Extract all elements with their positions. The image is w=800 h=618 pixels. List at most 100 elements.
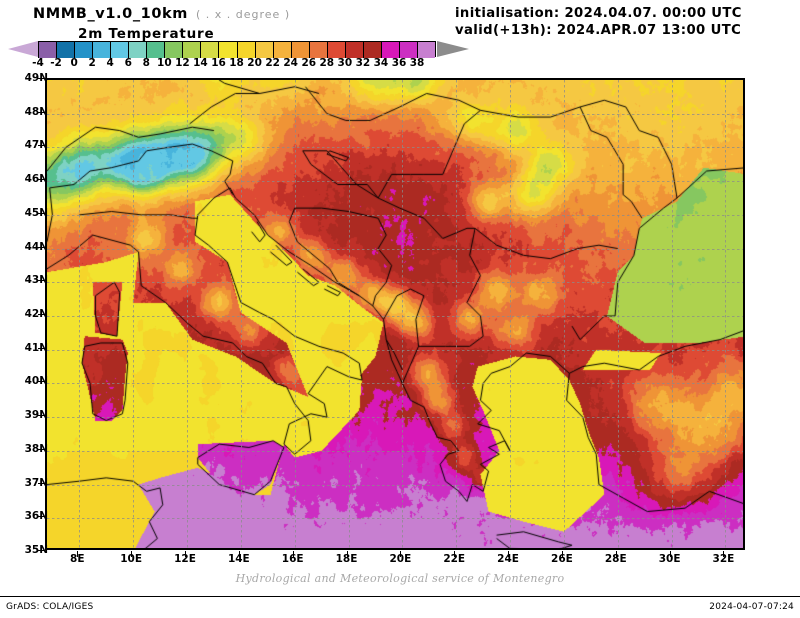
colorbar-tick-label: 32 bbox=[355, 57, 371, 69]
gridline-meridian bbox=[133, 80, 135, 548]
colorbar-tick-label: 26 bbox=[301, 57, 317, 69]
lat-axis-label: 44N bbox=[24, 240, 48, 253]
colorbar-swatch bbox=[128, 42, 147, 58]
colorbar-swatch bbox=[362, 42, 381, 58]
colorbar-tick-label: 8 bbox=[142, 57, 150, 69]
lon-tick bbox=[77, 551, 79, 557]
gridline-parallel bbox=[47, 147, 743, 149]
lon-axis-label: 8E bbox=[70, 553, 85, 565]
footer-bar: GrADS: COLA/IGES 2024-04-07-07:24 bbox=[0, 596, 800, 618]
gridline-parallel bbox=[47, 248, 743, 250]
lon-tick bbox=[400, 551, 402, 557]
lat-tick bbox=[38, 482, 45, 484]
colorbar-overflow-arrow bbox=[437, 41, 469, 57]
colorbar-swatch bbox=[146, 42, 165, 58]
gridline-meridian bbox=[725, 80, 727, 548]
lat-tick bbox=[38, 314, 45, 315]
colorbar-swatch bbox=[200, 42, 219, 58]
gridline-meridian bbox=[510, 80, 512, 548]
colorbar-tick-label: 28 bbox=[319, 57, 335, 69]
lat-tick bbox=[38, 111, 45, 113]
temperature-field-canvas bbox=[47, 80, 743, 548]
lat-axis-label: 42N bbox=[24, 308, 48, 320]
gridline-meridian bbox=[671, 80, 673, 548]
lon-tick bbox=[454, 551, 456, 557]
lat-axis-label: 39N bbox=[24, 409, 48, 422]
gridline-parallel bbox=[47, 282, 743, 284]
lat-tick bbox=[38, 415, 45, 417]
lat-tick bbox=[38, 381, 45, 383]
colorbar-tick-label: 18 bbox=[229, 57, 244, 69]
lon-axis-label: 14E bbox=[227, 553, 250, 565]
lat-axis-label: 36N bbox=[24, 510, 48, 523]
gridline-meridian bbox=[456, 80, 458, 548]
colorbar-tick-label: 12 bbox=[175, 57, 190, 69]
gridline-parallel bbox=[47, 316, 743, 317]
generation-timestamp: 2024-04-07-07:24 bbox=[709, 602, 794, 612]
lat-axis-label: 35N bbox=[24, 544, 48, 556]
colorbar-tick-label: 10 bbox=[157, 57, 172, 69]
colorbar-tick-label: 16 bbox=[211, 57, 226, 69]
lat-axis-label: 45N bbox=[24, 206, 48, 219]
lat-axis-label: 38N bbox=[24, 442, 48, 455]
lon-tick bbox=[346, 551, 348, 557]
gridline-meridian bbox=[240, 80, 242, 548]
gridline-parallel bbox=[47, 349, 743, 351]
lat-axis-label: 49N bbox=[24, 72, 48, 84]
lon-axis-label: 28E bbox=[604, 553, 627, 565]
lat-tick bbox=[38, 550, 45, 551]
colorbar-swatch bbox=[38, 42, 57, 58]
lon-axis-label: 16E bbox=[281, 553, 304, 565]
lat-tick bbox=[38, 78, 45, 79]
colorbar-swatch bbox=[110, 42, 129, 58]
colorbar-tick-label: 14 bbox=[193, 57, 208, 69]
colorbar-swatch bbox=[272, 42, 291, 58]
lat-tick bbox=[38, 347, 45, 349]
colorbar-tick-label: 24 bbox=[283, 57, 298, 69]
colorbar-tick-label: 34 bbox=[373, 57, 389, 69]
gridline-parallel bbox=[47, 113, 743, 115]
lon-tick bbox=[131, 551, 133, 557]
gridline-parallel bbox=[47, 383, 743, 385]
initialisation-time: initialisation: 2024.04.07. 00:00 UTC bbox=[455, 6, 742, 21]
lon-tick bbox=[615, 551, 617, 557]
lat-axis-label: 41N bbox=[24, 341, 48, 354]
lon-tick bbox=[292, 551, 294, 557]
colorbar-swatch bbox=[236, 42, 255, 58]
colorbar-swatch bbox=[56, 42, 75, 58]
gridline-meridian bbox=[187, 80, 188, 548]
lat-axis-label: 40N bbox=[24, 375, 48, 388]
lon-tick bbox=[508, 551, 510, 557]
gridline-parallel bbox=[47, 181, 743, 183]
temperature-map[interactable] bbox=[45, 78, 745, 550]
lon-axis-label: 30E bbox=[658, 553, 681, 565]
lat-axis-label: 46N bbox=[24, 173, 48, 186]
colorbar-swatch bbox=[398, 42, 417, 58]
lat-axis-label: 48N bbox=[24, 105, 48, 118]
colorbar-tick-label: 20 bbox=[247, 57, 262, 69]
lon-axis-label: 22E bbox=[443, 553, 466, 565]
lat-tick bbox=[38, 179, 45, 181]
lat-axis-label: 47N bbox=[24, 139, 48, 152]
colorbar-tick-label: 38 bbox=[409, 57, 425, 69]
colorbar-swatch bbox=[92, 42, 111, 58]
lat-tick bbox=[38, 145, 45, 147]
colorbar-swatch bbox=[344, 42, 363, 58]
gridline-meridian bbox=[79, 80, 81, 548]
colorbar-tick-label: 2 bbox=[88, 57, 96, 69]
colorbar-tick-label: 0 bbox=[70, 57, 78, 69]
colorbar-tick-label: 4 bbox=[106, 57, 114, 69]
colorbar-swatch bbox=[218, 42, 237, 58]
model-units-label: ( . x . degree ) bbox=[196, 8, 291, 21]
colorbar-swatch bbox=[74, 42, 93, 58]
colorbar-swatch bbox=[164, 42, 183, 58]
colorbar-tick-label: 36 bbox=[391, 57, 407, 69]
colorbar-tick-label: 22 bbox=[265, 57, 280, 69]
colorbar-swatch bbox=[290, 42, 309, 58]
colorbar-swatch bbox=[254, 42, 273, 58]
gridline-meridian bbox=[402, 80, 404, 548]
lon-tick bbox=[669, 551, 671, 557]
gridline-parallel bbox=[47, 484, 743, 486]
colorbar-swatch bbox=[308, 42, 327, 58]
colorbar-tick-labels: -4 -2 0 2 4 6 8 10 12 14 16 18 20 22 24 26 28 30 32 34 36 38 bbox=[8, 57, 478, 70]
